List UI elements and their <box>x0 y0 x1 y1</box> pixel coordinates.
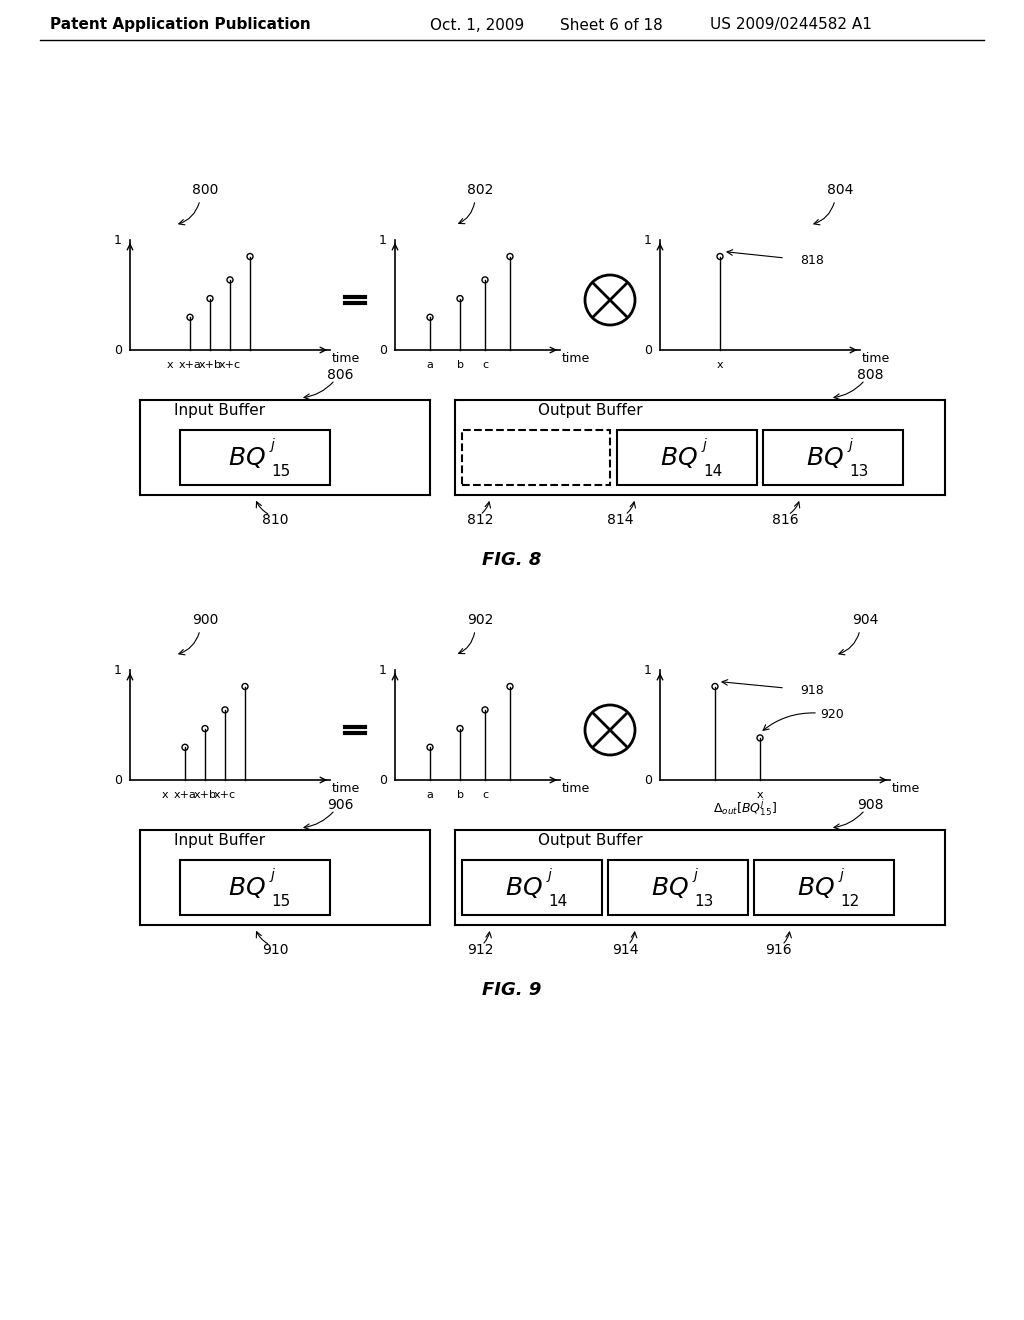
Text: 910: 910 <box>262 942 288 957</box>
FancyBboxPatch shape <box>754 861 894 915</box>
Text: Oct. 1, 2009: Oct. 1, 2009 <box>430 17 524 33</box>
Text: time: time <box>892 781 921 795</box>
FancyBboxPatch shape <box>608 861 748 915</box>
Text: $BQ$: $BQ$ <box>228 875 266 900</box>
Text: x: x <box>757 789 763 800</box>
Text: 14: 14 <box>703 463 722 479</box>
Text: 14: 14 <box>548 894 567 908</box>
Text: 13: 13 <box>694 894 714 908</box>
Text: 800: 800 <box>191 183 218 197</box>
Text: 13: 13 <box>849 463 868 479</box>
Text: 900: 900 <box>191 612 218 627</box>
Text: a: a <box>427 360 433 370</box>
Text: $BQ$: $BQ$ <box>228 445 266 470</box>
Text: 906: 906 <box>327 799 353 812</box>
Text: Patent Application Publication: Patent Application Publication <box>50 17 310 33</box>
Text: 1: 1 <box>644 664 652 676</box>
Text: c: c <box>482 360 488 370</box>
Text: 1: 1 <box>379 664 387 676</box>
Text: 816: 816 <box>772 513 799 527</box>
Text: 802: 802 <box>467 183 494 197</box>
Text: j: j <box>849 438 853 453</box>
Text: 0: 0 <box>114 343 122 356</box>
Text: 0: 0 <box>114 774 122 787</box>
Text: 806: 806 <box>327 368 353 381</box>
Text: 1: 1 <box>114 234 122 247</box>
Text: 0: 0 <box>644 343 652 356</box>
Text: j: j <box>271 438 274 453</box>
Text: 908: 908 <box>857 799 884 812</box>
Text: 0: 0 <box>379 343 387 356</box>
FancyBboxPatch shape <box>180 861 330 915</box>
Text: 916: 916 <box>765 942 792 957</box>
Text: 814: 814 <box>607 513 633 527</box>
FancyBboxPatch shape <box>462 430 610 484</box>
Text: 15: 15 <box>271 894 290 908</box>
Text: 918: 918 <box>800 684 823 697</box>
Text: j: j <box>703 438 707 453</box>
Text: 0: 0 <box>644 774 652 787</box>
Text: j: j <box>271 869 274 883</box>
Text: $BQ$: $BQ$ <box>797 875 835 900</box>
Text: 1: 1 <box>644 234 652 247</box>
Text: $BQ$: $BQ$ <box>651 875 689 900</box>
Text: time: time <box>332 781 360 795</box>
Text: US 2009/0244582 A1: US 2009/0244582 A1 <box>710 17 871 33</box>
Text: a: a <box>427 789 433 800</box>
Text: time: time <box>562 351 590 364</box>
Text: Sheet 6 of 18: Sheet 6 of 18 <box>560 17 663 33</box>
Text: j: j <box>694 869 698 883</box>
Text: b: b <box>457 360 464 370</box>
Text: x+b: x+b <box>194 789 216 800</box>
Text: x: x <box>162 789 168 800</box>
Text: Input Buffer: Input Buffer <box>174 833 265 847</box>
Text: x: x <box>167 360 173 370</box>
Text: Input Buffer: Input Buffer <box>174 403 265 417</box>
Text: FIG. 8: FIG. 8 <box>482 550 542 569</box>
Text: 812: 812 <box>467 513 494 527</box>
Text: 0: 0 <box>379 774 387 787</box>
Text: $BQ$: $BQ$ <box>660 445 698 470</box>
Text: c: c <box>482 789 488 800</box>
Text: $\Delta_{out}[BQ^{j}_{15}]$: $\Delta_{out}[BQ^{j}_{15}]$ <box>713 797 777 818</box>
Text: x+c: x+c <box>214 789 237 800</box>
Text: 818: 818 <box>800 253 824 267</box>
Text: 808: 808 <box>857 368 884 381</box>
Text: 914: 914 <box>611 942 638 957</box>
Text: time: time <box>332 351 360 364</box>
Text: x: x <box>717 360 723 370</box>
Text: Output Buffer: Output Buffer <box>538 833 642 847</box>
Text: 15: 15 <box>271 463 290 479</box>
Text: b: b <box>457 789 464 800</box>
Text: 804: 804 <box>826 183 853 197</box>
Text: 1: 1 <box>114 664 122 676</box>
Text: FIG. 9: FIG. 9 <box>482 981 542 999</box>
FancyBboxPatch shape <box>763 430 903 484</box>
Text: x+a: x+a <box>178 360 202 370</box>
Text: time: time <box>562 781 590 795</box>
Text: j: j <box>548 869 552 883</box>
Text: x+a: x+a <box>173 789 197 800</box>
Text: $BQ$: $BQ$ <box>505 875 543 900</box>
FancyBboxPatch shape <box>462 861 602 915</box>
FancyBboxPatch shape <box>180 430 330 484</box>
Text: $BQ$: $BQ$ <box>806 445 844 470</box>
Text: 904: 904 <box>852 612 879 627</box>
Text: 912: 912 <box>467 942 494 957</box>
Text: 12: 12 <box>840 894 859 908</box>
Text: x+b: x+b <box>199 360 221 370</box>
Text: 902: 902 <box>467 612 494 627</box>
Text: x+c: x+c <box>219 360 241 370</box>
Text: 1: 1 <box>379 234 387 247</box>
Text: j: j <box>840 869 844 883</box>
Text: Output Buffer: Output Buffer <box>538 403 642 417</box>
Text: 810: 810 <box>262 513 288 527</box>
Text: 920: 920 <box>820 709 844 722</box>
Text: time: time <box>862 351 890 364</box>
FancyBboxPatch shape <box>617 430 757 484</box>
